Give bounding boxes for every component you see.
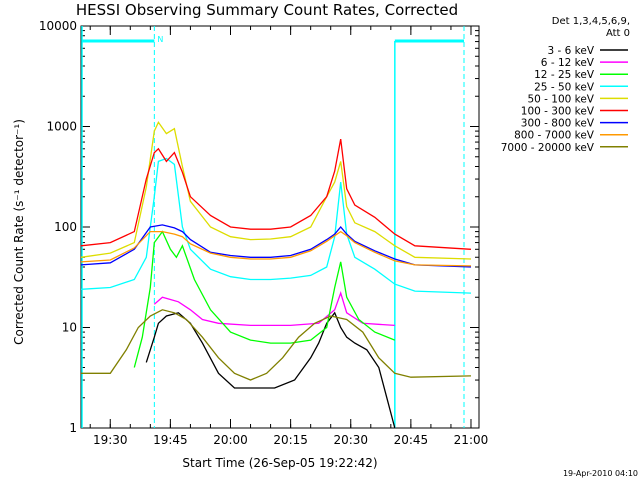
night-annotation: N — [157, 35, 163, 44]
legend-label: 7000 - 20000 keV — [501, 142, 595, 154]
x-tick-label: 21:00 — [454, 433, 489, 447]
x-tick-label: 20:00 — [213, 433, 248, 447]
series-line — [80, 224, 472, 268]
y-tick-label: 10000 — [39, 19, 77, 33]
legend-label: 50 - 100 keV — [527, 93, 594, 105]
plot-area: 1 10 100 1000 10000 19:30 19:45 20:00 20:15 20:30… — [39, 19, 488, 447]
plot-frame — [80, 25, 480, 429]
x-tick-label: 20:30 — [333, 433, 368, 447]
y-axis-label: Corrected Count Rate (s⁻¹ detector⁻¹) — [12, 119, 26, 345]
legend-label: 25 - 50 keV — [534, 81, 595, 93]
legend-label: 100 - 300 keV — [521, 106, 595, 118]
series-line — [145, 311, 396, 429]
x-tick-label: 19:30 — [93, 433, 128, 447]
series-line — [80, 138, 472, 250]
legend-label: 12 - 25 keV — [534, 69, 595, 81]
series-line — [81, 309, 472, 381]
y-tick-label: 100 — [54, 220, 77, 234]
legend-header-line-1: Det 1,3,4,5,6,9, — [552, 16, 630, 27]
legend-label: 800 - 7000 keV — [514, 130, 595, 142]
legend-label: 3 - 6 keV — [547, 45, 594, 57]
y-tick-label: 1 — [69, 421, 77, 435]
series-line — [80, 157, 472, 294]
series-line — [80, 230, 472, 267]
series-line — [153, 291, 395, 327]
legend-label: 300 - 800 keV — [521, 118, 595, 130]
y-tick-label: 10 — [62, 321, 77, 335]
x-tick-label: 19:45 — [153, 433, 188, 447]
x-axis-label: Start Time (26-Sep-05 19:22:42) — [182, 456, 377, 470]
series-line — [133, 230, 396, 368]
legend-label: 6 - 12 keV — [541, 57, 595, 69]
timestamp: 19-Apr-2010 04:10 — [563, 469, 638, 478]
chart-title: HESSI Observing Summary Count Rates, Cor… — [76, 1, 458, 19]
x-tick-label: 20:15 — [273, 433, 308, 447]
x-tick-label: 20:45 — [394, 433, 429, 447]
y-tick-label: 1000 — [46, 120, 77, 134]
series-line — [80, 121, 472, 260]
legend-header-line-2: Att 0 — [606, 28, 630, 39]
